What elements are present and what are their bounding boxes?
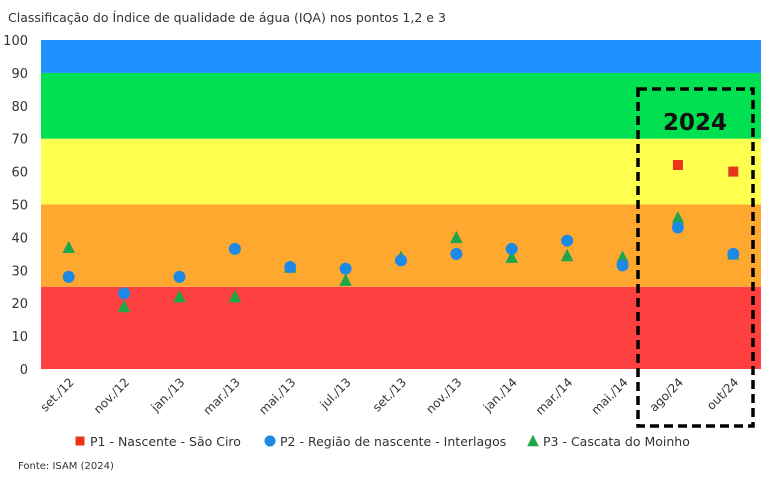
point-p2 — [284, 261, 297, 274]
point-p3 — [339, 273, 352, 286]
y-tick-label: 10 — [11, 330, 28, 345]
point-p3 — [560, 248, 574, 262]
point-p3 — [173, 289, 186, 303]
y-tick-label: 100 — [3, 34, 28, 49]
point-p2 — [450, 247, 463, 260]
x-tick-label: out/24 — [704, 375, 741, 412]
x-tick-label: jan./14 — [480, 375, 520, 415]
x-tick-label: mai./13 — [256, 375, 298, 417]
legend: P1 - Nascente - São Ciro P2 - Região de n… — [75, 434, 690, 449]
data-points — [62, 160, 740, 313]
y-tick-label: 50 — [11, 199, 28, 214]
point-p3 — [616, 250, 629, 263]
point-p2 — [671, 221, 684, 234]
point-p2 — [616, 259, 629, 272]
legend-marker-p3 — [527, 434, 539, 447]
point-p2 — [505, 242, 518, 255]
point-p2 — [118, 287, 131, 300]
point-p2 — [228, 242, 241, 255]
x-tick-label: mai./14 — [589, 375, 631, 417]
x-tick-label: mar./13 — [201, 375, 243, 417]
point-p2 — [727, 247, 740, 260]
source-note: Fonte: ISAM (2024) — [18, 461, 114, 472]
quality-bands — [41, 40, 761, 369]
y-tick-label: 70 — [11, 133, 28, 148]
legend-marker-p1 — [75, 436, 85, 446]
x-tick-label: mar./14 — [533, 375, 575, 417]
point-p3 — [450, 230, 463, 244]
legend-label-p3: P3 - Cascata do Moinho — [543, 434, 690, 449]
point-p1 — [728, 166, 739, 177]
x-tick-label: nov./13 — [423, 375, 464, 416]
highlight-2024: 2024 — [636, 87, 755, 428]
band-0 — [41, 286, 761, 369]
x-tick-label: ago/24 — [647, 375, 686, 414]
x-axis: set./12 nov./12 jan./13 mar./13 mai./13 jul./… — [38, 375, 742, 417]
y-tick-label: 0 — [20, 363, 28, 378]
point-p3 — [505, 250, 519, 263]
x-tick-label: jul./13 — [317, 375, 354, 412]
point-p3 — [117, 299, 131, 313]
y-tick-label: 40 — [11, 231, 28, 246]
point-p2 — [173, 270, 186, 283]
point-p2 — [395, 254, 407, 267]
point-p1 — [672, 160, 683, 171]
point-p3 — [228, 289, 242, 303]
x-tick-label: nov./12 — [91, 375, 132, 416]
y-tick-label: 60 — [11, 166, 28, 181]
highlight-label: 2024 — [663, 110, 727, 136]
band-4 — [41, 40, 761, 73]
y-tick-label: 30 — [11, 264, 28, 279]
point-p3 — [671, 210, 685, 224]
x-tick-label: set./13 — [370, 375, 409, 414]
y-tick-label: 80 — [11, 100, 28, 115]
point-p2 — [62, 270, 75, 283]
point-p3 — [62, 240, 75, 253]
legend-label-p1: P1 - Nascente - São Ciro — [90, 434, 241, 449]
band-1 — [41, 204, 761, 287]
band-2 — [41, 138, 761, 205]
band-3 — [41, 72, 761, 139]
highlight-box — [636, 87, 755, 428]
y-axis: 0 10 20 30 40 50 60 70 80 90 100 — [3, 34, 28, 378]
legend-marker-p2 — [264, 435, 276, 447]
x-tick-label: set./12 — [38, 375, 77, 414]
y-tick-label: 90 — [11, 67, 28, 82]
point-p2 — [339, 262, 352, 275]
y-tick-label: 20 — [11, 297, 28, 312]
point-p2 — [561, 234, 574, 247]
legend-label-p2: P2 - Região de nascente - Interlagos — [280, 434, 506, 449]
chart-title: Classificação do Índice de qualidade de … — [8, 10, 446, 25]
x-tick-label: jan./13 — [148, 375, 188, 415]
